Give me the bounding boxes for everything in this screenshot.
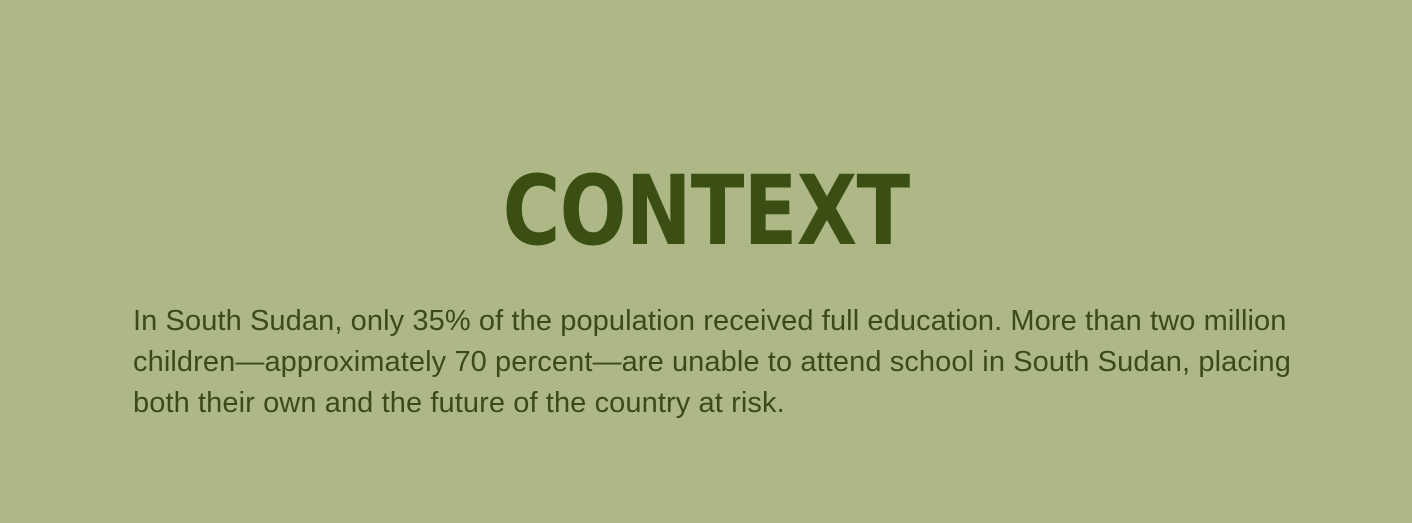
context-paragraph: In South Sudan, only 35% of the populati… [133,305,1291,419]
section-heading: CONTEXT [502,155,911,268]
